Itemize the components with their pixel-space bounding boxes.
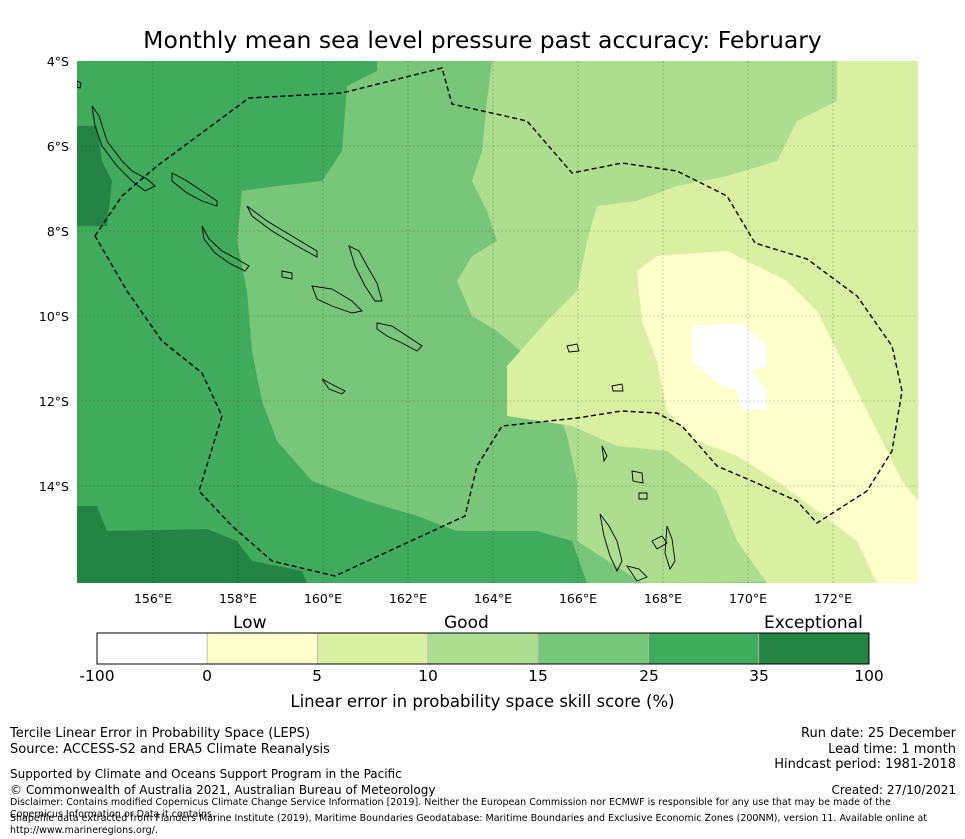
lon-label-158e: 158°E [218, 591, 257, 606]
map-svg [77, 61, 918, 583]
island-edge [77, 80, 82, 89]
lead-time: Lead time: 1 month [828, 742, 956, 757]
lon-label-172e: 172°E [813, 591, 852, 606]
skill-region-35-100-a [77, 126, 112, 226]
lon-label-164e: 164°E [473, 591, 512, 606]
skill-region-negative [692, 323, 767, 411]
colorbar-segment-6 [758, 632, 870, 665]
skill-region-25-35 [77, 61, 587, 583]
island-makira [376, 322, 423, 352]
category-good: Good [444, 613, 489, 633]
colorbar-frame [96, 632, 870, 665]
run-date: Run date: 25 December [801, 726, 956, 741]
lat-label-4s: 4°S [46, 54, 69, 69]
island-new-georgia [201, 225, 250, 272]
colorbar-label: Linear error in probability space skill … [290, 692, 675, 711]
cbar-tick-3: 10 [418, 667, 438, 685]
cbar-tick-5: 25 [639, 667, 659, 685]
island-small-c [631, 470, 644, 484]
cbar-tick-2: 5 [312, 667, 322, 685]
island-russell [281, 270, 293, 280]
disclaimer-text: Disclaimer: Contains modified Copernicus… [10, 797, 891, 820]
source-text: Source: ACCESS-S2 and ERA5 Climate Reana… [10, 742, 330, 757]
island-bougainville [91, 105, 156, 192]
lon-label-160e: 160°E [303, 591, 342, 606]
lon-label-168e: 168°E [643, 591, 682, 606]
island-choiseul [171, 172, 218, 207]
cbar-tick-0: -100 [79, 667, 115, 685]
lon-label-166e: 166°E [558, 591, 597, 606]
colorbar-segment-2 [317, 632, 429, 665]
created-date: Created: 27/10/2021 [831, 783, 956, 797]
colorbar-segment-4 [537, 632, 649, 665]
hindcast-period: Hindcast period: 1981-2018 [774, 757, 956, 772]
support-text: Supported by Climate and Oceans Support … [10, 767, 402, 781]
cbar-tick-7: 100 [854, 667, 884, 685]
skill-region-35-100-b [77, 506, 307, 583]
lat-label-10s: 10°S [38, 309, 69, 324]
island-espiritu-santo [599, 513, 623, 573]
copyright-text: © Commonwealth of Australia 2021, Austra… [10, 783, 436, 797]
cbar-tick-6: 35 [749, 667, 769, 685]
colorbar-segment-3 [427, 632, 539, 665]
island-guadalcanal [311, 285, 363, 314]
colorbar-segment-5 [648, 632, 760, 665]
island-ambae [651, 535, 668, 550]
lat-label-14s: 14°S [38, 479, 69, 494]
lat-label-8s: 8°S [46, 224, 69, 239]
category-low: Low [233, 613, 267, 633]
cbar-tick-4: 15 [528, 667, 548, 685]
skill-map [77, 61, 918, 583]
lon-label-162e: 162°E [388, 591, 427, 606]
eez-boundary [94, 67, 903, 577]
method-text: Tercile Linear Error in Probability Spac… [10, 726, 310, 741]
lat-label-6s: 6°S [46, 139, 69, 154]
cbar-tick-1: 0 [202, 667, 212, 685]
colorbar-segment-1 [206, 632, 318, 665]
island-small-d [638, 492, 648, 500]
island-pentecost [664, 525, 676, 571]
lon-label-170e: 170°E [728, 591, 767, 606]
lat-label-12s: 12°S [38, 394, 69, 409]
colorbar [96, 632, 870, 665]
shapefile-text: Shapefile data extracted from Flanders M… [10, 813, 928, 836]
island-santa-isabel [246, 205, 318, 258]
chart-title: Monthly mean sea level pressure past acc… [143, 26, 822, 54]
colorbar-segment-0 [96, 632, 208, 665]
category-exceptional: Exceptional [764, 613, 863, 633]
island-malaita [348, 245, 383, 302]
graticule [77, 61, 918, 583]
island-small-a [611, 383, 624, 392]
island-small-b [601, 445, 608, 463]
lon-label-156e: 156°E [133, 591, 172, 606]
island-rennell [321, 378, 346, 395]
coastlines [77, 80, 676, 582]
island-malakula [625, 565, 648, 582]
island-santa-cruz [566, 343, 580, 353]
